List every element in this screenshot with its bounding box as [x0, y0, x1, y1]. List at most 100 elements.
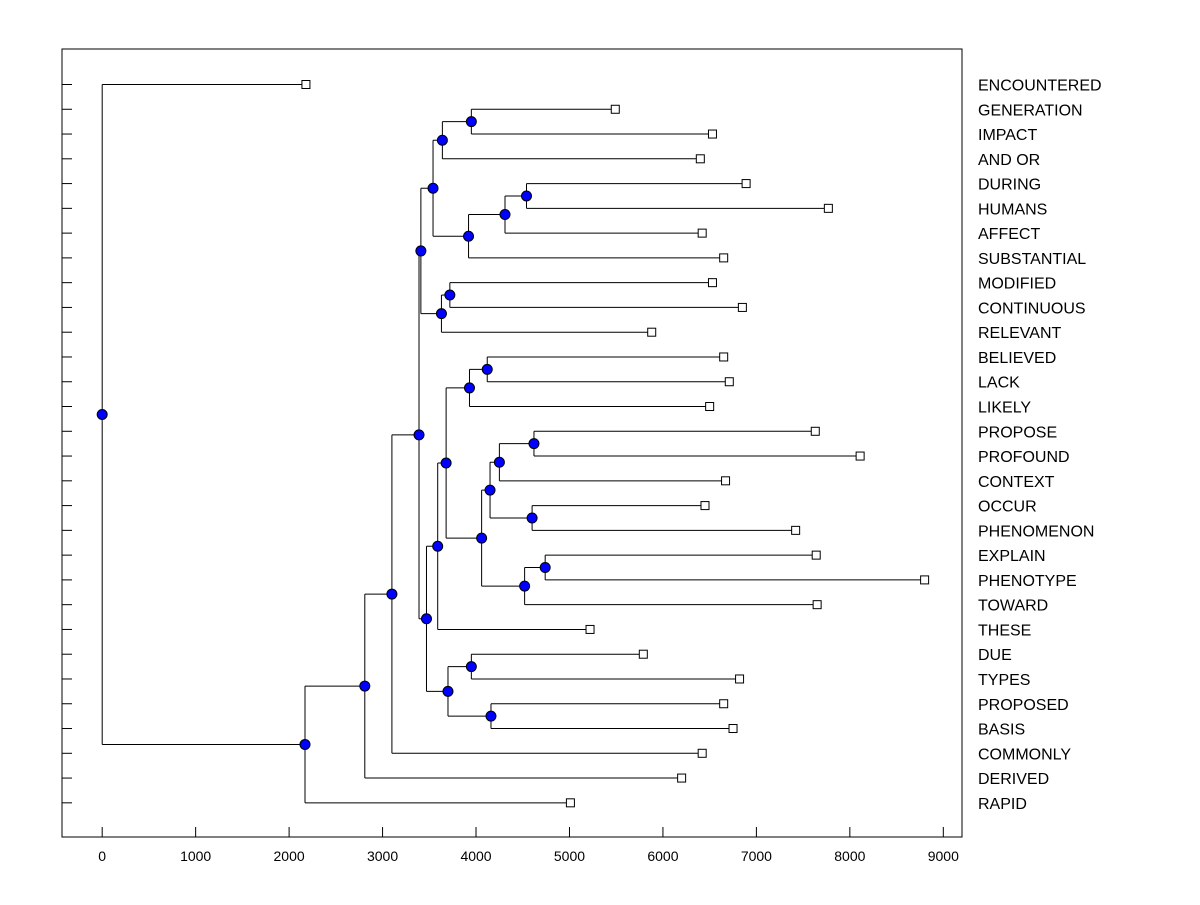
leaf-label: TYPES [978, 672, 1030, 689]
leaf-label: LIKELY [978, 400, 1031, 417]
merge-node [442, 685, 454, 697]
merge-node [444, 289, 456, 301]
leaf-marker [700, 501, 710, 511]
merge-nodes [96, 116, 551, 750]
leaf-marker [707, 278, 717, 288]
leaf-marker [728, 724, 738, 734]
leaf-marker [855, 451, 865, 461]
leaf-marker [735, 674, 745, 684]
leaf-label: IMPACT [978, 127, 1037, 144]
merge-node [526, 512, 538, 524]
leaf-marker [719, 699, 729, 709]
merge-node [96, 408, 108, 420]
leaf-marker [705, 402, 715, 412]
leaf-label: DUE [978, 647, 1012, 664]
merge-node [435, 308, 447, 320]
merge-node [432, 540, 444, 552]
merge-node [386, 588, 398, 600]
leaf-marker [721, 476, 731, 486]
leaf-label: RAPID [978, 796, 1027, 813]
merge-node [463, 382, 475, 394]
merge-node [465, 661, 477, 673]
leaf-marker [811, 550, 821, 560]
merge-node [476, 532, 488, 544]
merge-node [359, 680, 371, 692]
leaf-marker [610, 104, 620, 114]
leaf-label: PHENOMENON [978, 523, 1094, 540]
merge-node [463, 230, 475, 242]
leaf-marker [638, 649, 648, 659]
leaf-label: CONTEXT [978, 474, 1055, 491]
leaf-label: PROPOSED [978, 697, 1069, 714]
leaf-marker [920, 575, 930, 585]
merge-node [528, 438, 540, 450]
merge-node [436, 134, 448, 146]
merge-node [427, 182, 439, 194]
merge-node [413, 429, 425, 441]
x-tick-label: 8000 [834, 848, 865, 864]
leaf-ticks [62, 84, 72, 804]
merge-node [299, 738, 311, 750]
leaf-marker [737, 302, 747, 312]
leaf-marker [719, 352, 729, 362]
leaf-marker [810, 426, 820, 436]
leaf-label: COMMONLY [978, 746, 1071, 763]
branch-lines [101, 84, 925, 804]
x-tick-label: 6000 [647, 848, 678, 864]
leaf-label: AND OR [978, 152, 1040, 169]
leaf-label: HUMANS [978, 201, 1047, 218]
leaf-marker [812, 600, 822, 610]
leaf-marker [565, 798, 575, 808]
leaf-marker [724, 377, 734, 387]
merge-node [420, 613, 432, 625]
leaf-label: MODIFIED [978, 276, 1056, 293]
merge-node [415, 245, 427, 257]
leaf-label: PROPOSE [978, 424, 1057, 441]
leaf-label: ENCOUNTERED [978, 78, 1102, 95]
leaf-marker [697, 228, 707, 238]
leaf-label: CONTINUOUS [978, 300, 1086, 317]
plot-frame [61, 48, 963, 838]
leaf-label: PHENOTYPE [978, 573, 1077, 590]
leaf-label: TOWARD [978, 598, 1048, 615]
leaf-label: DURING [978, 177, 1041, 194]
leaf-marker [695, 154, 705, 164]
merge-node [440, 457, 452, 469]
leaf-label: AFFECT [978, 226, 1040, 243]
leaf-label: GENERATION [978, 102, 1083, 119]
leaf-marker [647, 327, 657, 337]
leaf-label: SUBSTANTIAL [978, 251, 1086, 268]
x-tick-label: 4000 [460, 848, 491, 864]
leaf-marker [707, 129, 717, 139]
merge-node [465, 116, 477, 128]
leaf-label: BELIEVED [978, 350, 1056, 367]
leaf-label: THESE [978, 622, 1031, 639]
leaf-marker [741, 179, 751, 189]
merge-node [520, 190, 532, 202]
x-tick-label: 2000 [274, 848, 305, 864]
leaf-label: BASIS [978, 722, 1025, 739]
x-tick-label: 9000 [928, 848, 959, 864]
merge-node [484, 484, 496, 496]
x-tick-label: 5000 [554, 848, 585, 864]
leaf-marker [301, 80, 311, 89]
leaf-marker [719, 253, 729, 263]
merge-node [485, 710, 497, 722]
leaf-marker [791, 525, 801, 535]
merge-node [481, 363, 493, 375]
merge-node [499, 209, 511, 221]
x-tick-label: 3000 [367, 848, 398, 864]
leaf-label: RELEVANT [978, 325, 1062, 342]
leaf-markers [301, 80, 930, 808]
leaf-marker [697, 748, 707, 758]
x-tick-label: 7000 [741, 848, 772, 864]
leaf-label: LACK [978, 375, 1020, 392]
leaf-label: OCCUR [978, 499, 1037, 516]
x-tick-label: 1000 [180, 848, 211, 864]
leaf-marker [823, 203, 833, 213]
x-axis: 0 1000 2000 3000 4000 5000 6000 7000 8000 9000 [98, 827, 959, 864]
merge-node [493, 456, 505, 468]
leaf-marker [677, 773, 687, 783]
